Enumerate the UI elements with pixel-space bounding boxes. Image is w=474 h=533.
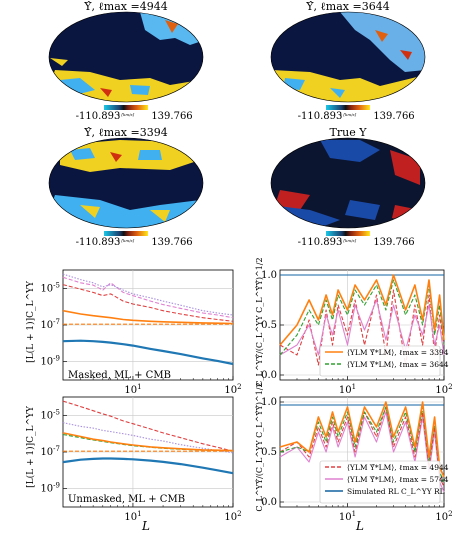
mollweide-map xyxy=(271,138,425,228)
colorbar-unit: v [km/s] xyxy=(340,238,357,243)
colorbar xyxy=(326,231,370,236)
colorbar-min-label: -110.893 xyxy=(76,237,121,248)
mollweide-map xyxy=(49,138,203,228)
colorbar-max-label: 139.766 xyxy=(151,237,192,248)
y-tick-label: 0.0 xyxy=(261,370,277,381)
series-line xyxy=(279,406,445,488)
x-tick-label: 101 xyxy=(339,383,356,396)
legend-label: ⟨ΥLM Υ̂*LM⟩, ℓmax = 3394 xyxy=(347,348,449,357)
x-axis-label-left: L xyxy=(141,519,150,533)
y-tick-label: 10-7 xyxy=(40,318,60,331)
x-tick-label: 102 xyxy=(435,383,452,396)
y-tick-label: 10-9 xyxy=(40,482,60,495)
y-axis-label-masked-corr: C_L^ΥΥ̂/(C_L^ΥΥ C_L^Υ̂Υ̂)^1/2 xyxy=(255,257,264,386)
map-title: Υ̂, ℓmax =3644 xyxy=(305,0,389,13)
legend-label: ⟨ΥLM Υ̂*LM⟩, ℓmax = 4944 xyxy=(347,463,449,472)
series-line xyxy=(62,339,234,366)
colorbar-max-label: 139.766 xyxy=(151,111,192,122)
series-line xyxy=(62,273,234,316)
colorbar xyxy=(104,105,148,110)
mollweide-map xyxy=(49,12,203,102)
map-outline xyxy=(48,11,204,103)
y-tick-label: 10-5 xyxy=(40,408,60,421)
colorbar-unit: v [km/s] xyxy=(118,112,135,117)
power-spectrum-masked-panel: 101 102 10-9 10-7 10-5 xyxy=(40,269,242,396)
map-title: True Υ xyxy=(330,126,368,139)
colorbar-max-label: 139.766 xyxy=(373,111,414,122)
series-line xyxy=(62,284,234,322)
series-line xyxy=(62,432,234,452)
y-axis-label-masked-power: [L(L + 1)]C_L^ΥΥ xyxy=(25,280,36,363)
y-axis-label-unmasked-corr: C_L^ΥΥ̂/(C_L^ΥΥ C_L^Υ̂Υ̂)^1/2 xyxy=(255,382,264,511)
series-line xyxy=(62,400,234,452)
colorbar-min-label: -110.893 xyxy=(298,111,343,122)
mollweide-map xyxy=(271,12,425,102)
y-tick-label: 0.5 xyxy=(261,320,277,331)
colorbar-min-label: -110.893 xyxy=(76,111,121,122)
series-line xyxy=(279,401,445,478)
series-line xyxy=(279,274,445,346)
map-outline xyxy=(270,11,426,103)
colorbar-max-label: 139.766 xyxy=(373,237,414,248)
map-panel-2: Υ̂, ℓmax =3644 -110.893 139.766 v [km/s] xyxy=(270,0,426,122)
legend-box xyxy=(319,345,441,377)
legend-label: ⟨ΥLM Υ̂*LM⟩, ℓmax = 5744 xyxy=(347,475,449,484)
panel-annotation-unmasked: Unmasked, ML + CMB xyxy=(68,494,185,505)
panel-annotation-masked: Masked, ML + CMB xyxy=(68,370,171,381)
series-line xyxy=(279,289,445,366)
legend: ⟨ΥLM Υ̂*LM⟩, ℓmax = 4944 ⟨ΥLM Υ̂*LM⟩, ℓma… xyxy=(319,460,449,504)
series-line xyxy=(279,299,445,356)
y-axis-label-unmasked-power: [L(L + 1)]C_L^ΥΥ xyxy=(25,405,36,488)
map-title: Υ̂, ℓmax =3394 xyxy=(83,126,167,139)
x-tick-label: 101 xyxy=(124,510,141,523)
y-tick-label: 1.0 xyxy=(261,270,277,281)
map-outline xyxy=(48,137,204,229)
legend-label: ⟨ΥLM Υ̂*LM⟩, ℓmax = 3644 xyxy=(347,360,449,369)
x-tick-label: 102 xyxy=(224,383,241,396)
x-tick-label: 101 xyxy=(124,383,141,396)
series-line xyxy=(62,457,234,475)
y-tick-label: 10-9 xyxy=(40,355,60,368)
legend-label: Simulated RL C_L^ΥΥ RL xyxy=(347,487,445,496)
map-title: Υ̂, ℓmax =4944 xyxy=(83,0,167,13)
y-tick-label: 0.0 xyxy=(261,497,277,508)
legend: ⟨ΥLM Υ̂*LM⟩, ℓmax = 3394 ⟨ΥLM Υ̂*LM⟩, ℓma… xyxy=(319,345,449,377)
colorbar-unit: v [km/s] xyxy=(340,112,357,117)
x-tick-label: 102 xyxy=(224,510,241,523)
series-line xyxy=(62,276,234,319)
map-panel-1: Υ̂, ℓmax =4944 -110.893 139.766 v [km/s] xyxy=(48,0,204,122)
y-tick-label: 1.0 xyxy=(261,397,277,408)
y-tick-label: 0.5 xyxy=(261,447,277,458)
map-panel-4: True Υ -110.893 139.766 v [km/s] xyxy=(270,126,426,248)
map-panel-3: Υ̂, ℓmax =3394 -110.893 139.766 v [km/s] xyxy=(48,126,204,248)
map-outline xyxy=(270,137,426,229)
colorbar xyxy=(104,231,148,236)
colorbar-unit: v [km/s] xyxy=(118,238,135,243)
colorbar xyxy=(326,105,370,110)
y-tick-label: 10-7 xyxy=(40,445,60,458)
x-tick-label: 102 xyxy=(435,510,452,523)
legend-box xyxy=(319,460,441,504)
y-tick-label: 10-5 xyxy=(40,281,60,294)
power-spectrum-unmasked-panel: 101 102 10-9 10-7 10-5 xyxy=(40,396,242,523)
series-line xyxy=(62,309,234,325)
colorbar-min-label: -110.893 xyxy=(298,237,343,248)
x-tick-label: 101 xyxy=(339,510,356,523)
series-line xyxy=(62,422,234,454)
x-axis-label-right: L xyxy=(355,519,364,533)
